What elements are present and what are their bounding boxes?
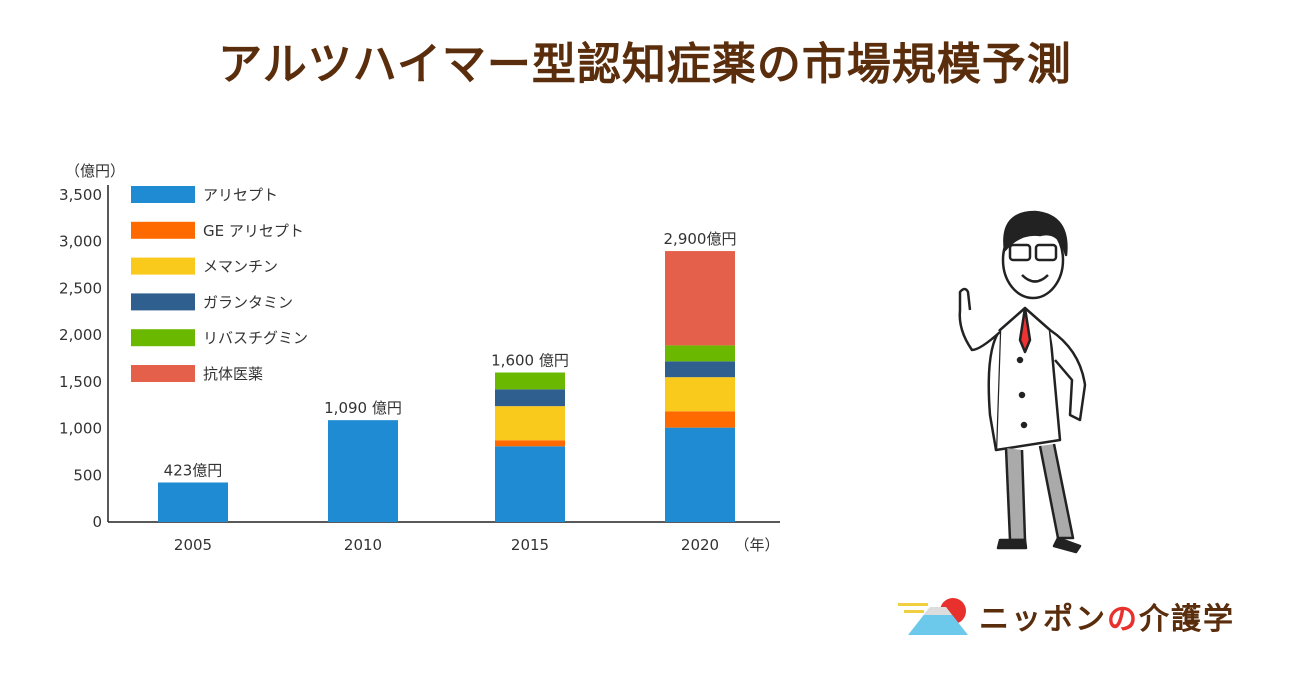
- doctor-illustration: [958, 210, 1087, 554]
- x-tick-label: 2010: [344, 536, 382, 554]
- legend-label: アリセプト: [203, 186, 278, 204]
- page-title: アルツハイマー型認知症薬の市場規模予測: [218, 39, 1072, 90]
- mount-fuji-sun-icon: [898, 598, 968, 635]
- y-tick-label: 1,500: [59, 373, 102, 391]
- y-tick-label: 3,500: [59, 186, 102, 204]
- legend-label: GE アリセプト: [203, 222, 304, 240]
- total-label: 2,900億円: [664, 230, 737, 248]
- x-axis-label: （年）: [734, 536, 779, 554]
- legend-swatch: [131, 257, 195, 275]
- legend-swatch: [131, 329, 195, 347]
- x-tick-label: 2015: [511, 536, 549, 554]
- legend-label: メマンチン: [203, 258, 278, 276]
- y-tick-label: 2,000: [59, 326, 102, 344]
- legend-swatch: [131, 186, 195, 203]
- x-tick-label: 2020: [681, 536, 719, 554]
- logo-name-a: ニッポン: [979, 602, 1107, 637]
- legend-label: 抗体医薬: [203, 365, 263, 383]
- logo-name-no: の: [1107, 602, 1139, 637]
- legend-label: リバスチグミン: [203, 329, 308, 347]
- bar-segment: [665, 377, 735, 412]
- bar-segment: [665, 251, 735, 346]
- y-axis-label: （億円）: [65, 162, 125, 180]
- legend-swatch: [131, 293, 195, 311]
- stacked-bar-chart: （億円） 0 500 1,000 1,500 2,000 2,500 3,000 3,500 20…: [59, 162, 780, 554]
- total-label: 1,090 億円: [324, 399, 402, 417]
- bar-segment: [665, 411, 735, 428]
- bar-segment: [495, 389, 565, 407]
- bar-segment: [495, 446, 565, 522]
- y-tick-label: 3,000: [59, 233, 102, 251]
- y-tick-label: 1,000: [59, 420, 102, 438]
- bar-segment: [158, 482, 228, 522]
- legend-label: ガランタミン: [203, 293, 293, 311]
- bar-segment: [495, 440, 565, 447]
- bar-segment: [328, 420, 398, 522]
- legend-swatch: [131, 221, 195, 239]
- y-tick-label: 2,500: [59, 279, 102, 297]
- y-tick-label: 0: [92, 513, 102, 531]
- x-tick-label: 2005: [174, 536, 212, 554]
- bar-segment: [665, 345, 735, 362]
- total-label: 1,600 億円: [491, 352, 569, 370]
- site-logo[interactable]: ニッポンの介護学: [898, 594, 1235, 638]
- bar-segment: [495, 406, 565, 441]
- bar-segment: [665, 361, 735, 378]
- bar-segment: [495, 372, 565, 390]
- bar-segment: [665, 427, 735, 522]
- y-tick-label: 500: [73, 466, 102, 484]
- logo-name-b: 介護学: [1139, 602, 1235, 637]
- total-label: 423億円: [164, 461, 223, 479]
- legend-swatch: [131, 365, 195, 382]
